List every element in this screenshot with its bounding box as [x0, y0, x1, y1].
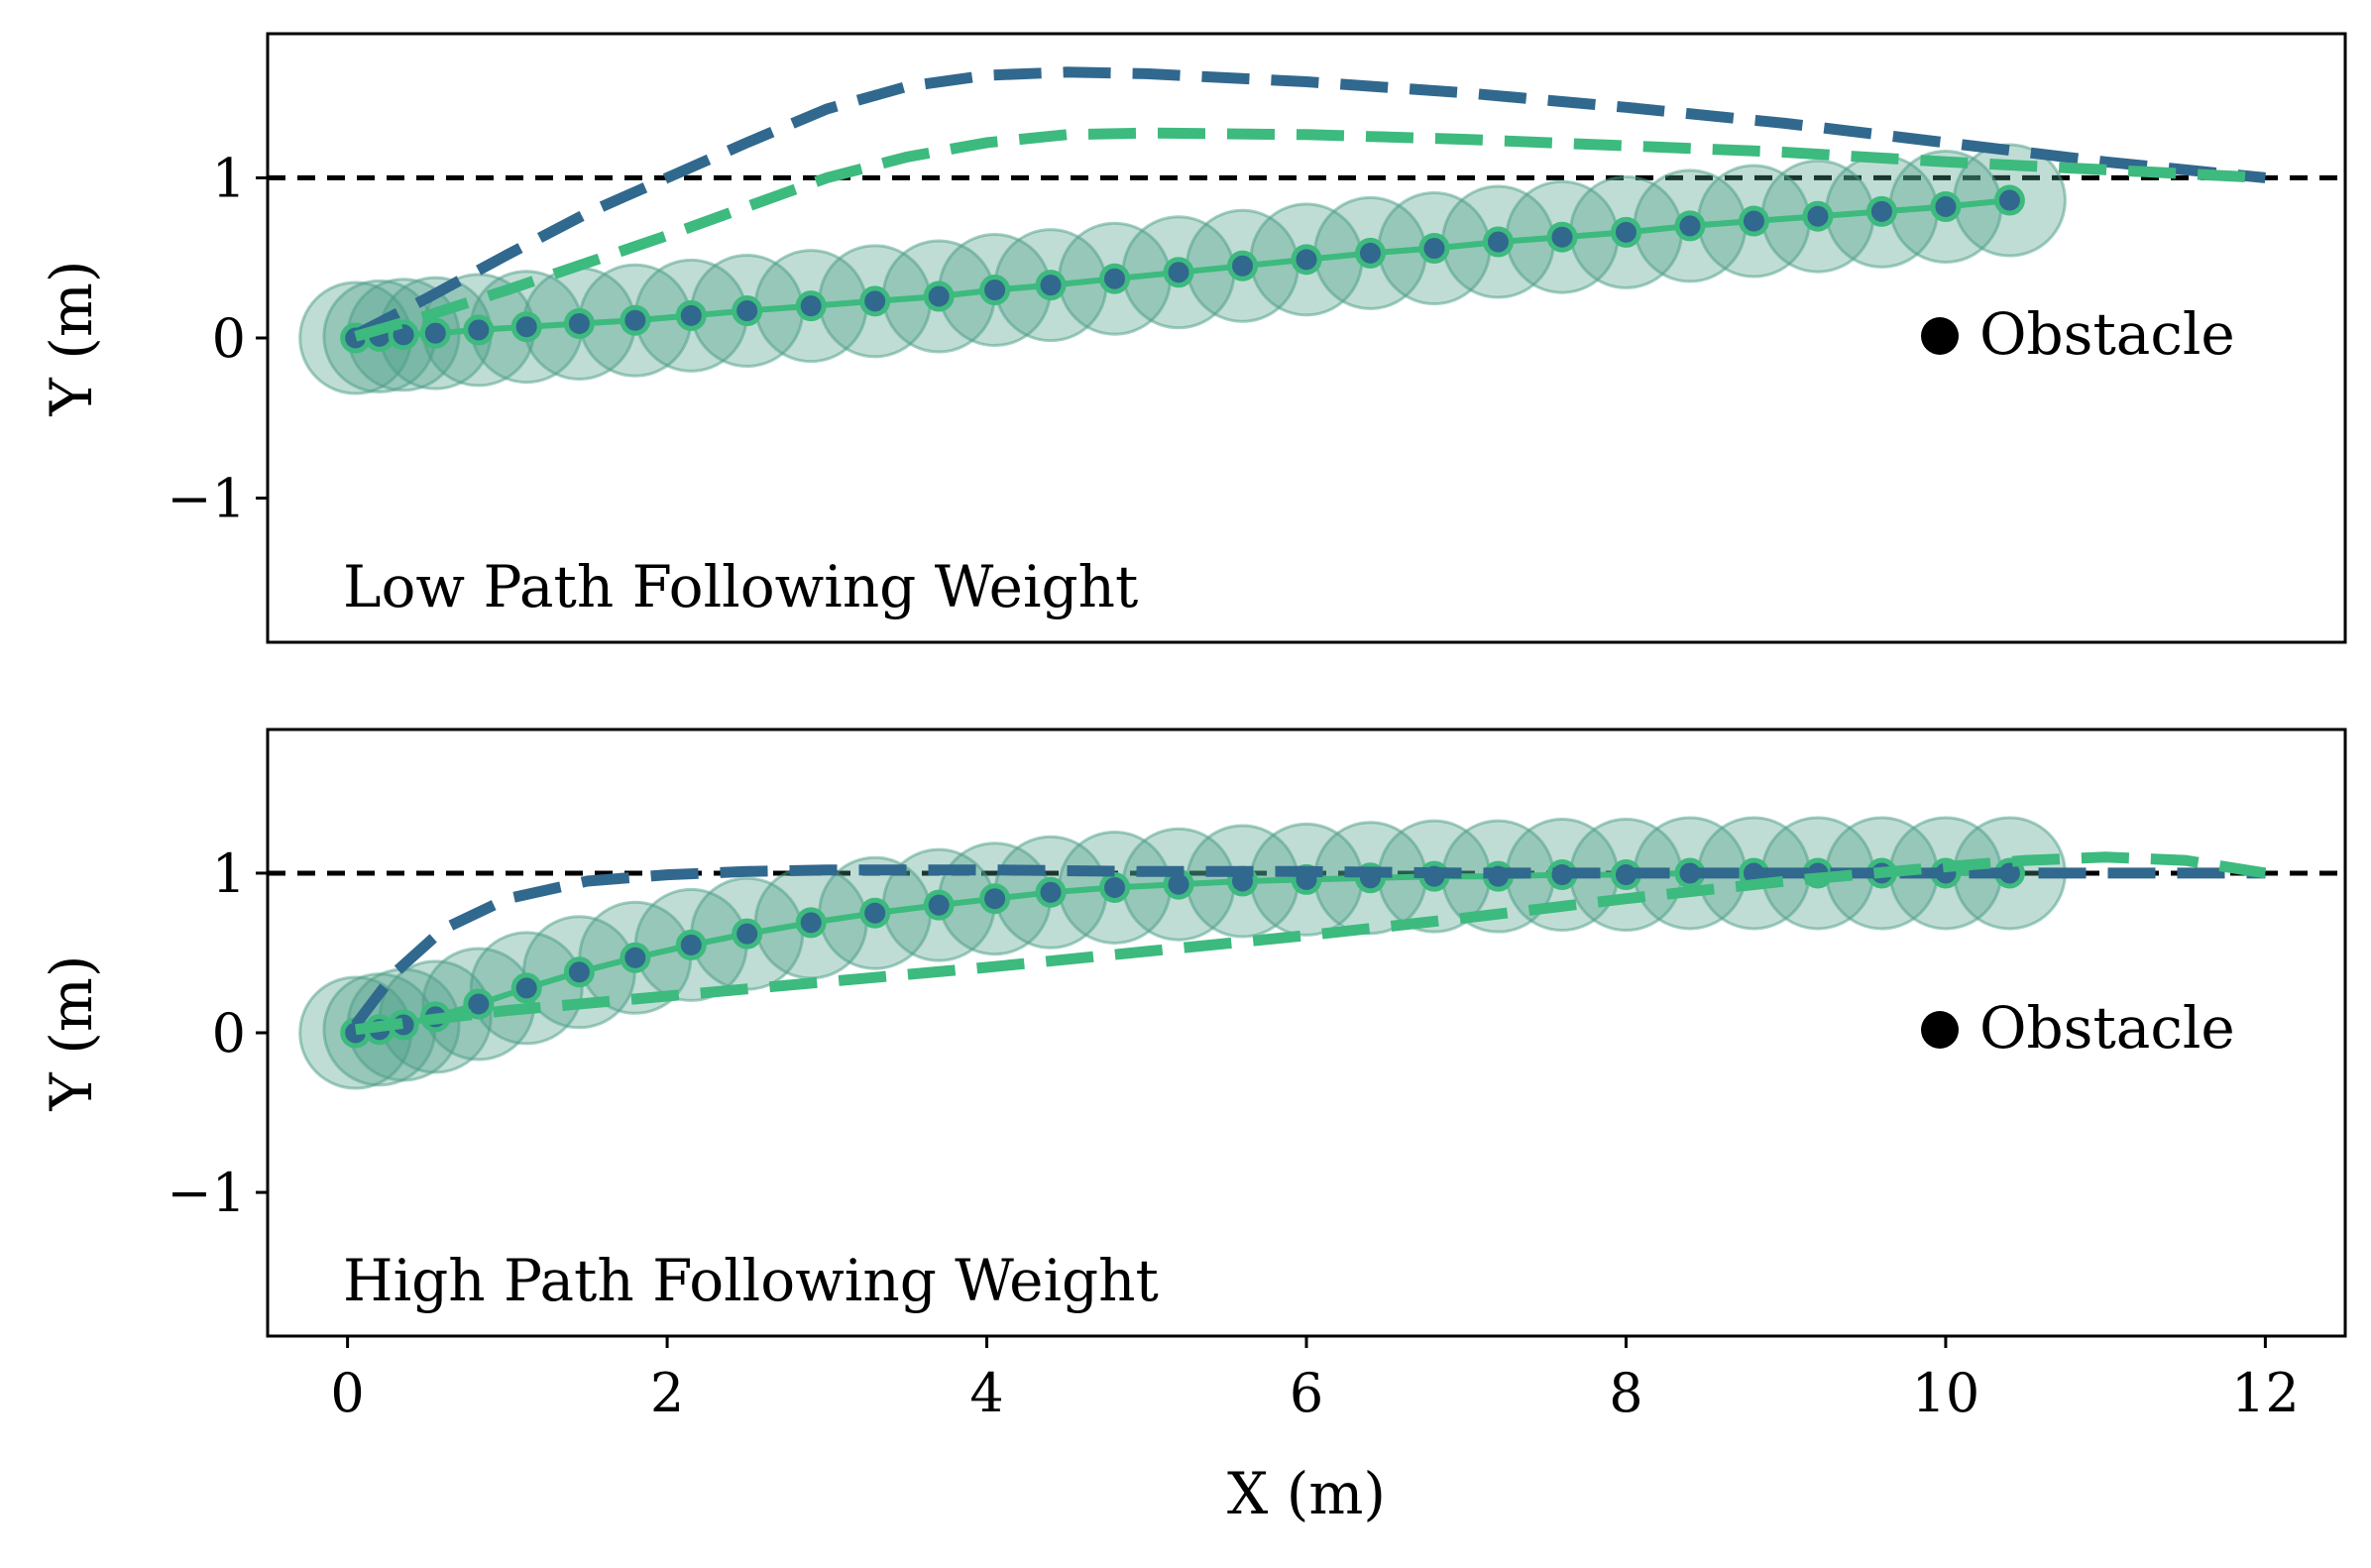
- panel-bottom-robot-point-10: [795, 907, 827, 939]
- panel-bottom-legend: Obstacle: [1921, 994, 2235, 1062]
- panel-top-legend-label: Obstacle: [1979, 300, 2235, 368]
- panel-top-y-ticks: −1 0 1: [167, 147, 268, 530]
- panel-bottom-xtick-label-4: 8: [1609, 1362, 1642, 1424]
- panel-top-robot-point-9: [732, 295, 763, 327]
- panel-top-robot-point-20: [1418, 233, 1450, 265]
- panel-bottom-panel-label: High Path Following Weight: [343, 1247, 1159, 1314]
- panel-top-robot-point-23: [1610, 216, 1641, 248]
- panel-bottom-robot-point-8: [675, 929, 707, 960]
- panel-top-robot-point-15: [1099, 263, 1131, 294]
- panel-bottom-robot-point-11: [859, 897, 891, 929]
- panel-bottom-xlabel: X (m): [1227, 1460, 1386, 1527]
- panel-top-robot-point-24: [1674, 210, 1706, 242]
- panel-top-robot-point-3: [419, 317, 451, 349]
- panel-top-robot-point-19: [1354, 237, 1386, 269]
- panel-bottom-robot-point-14: [1035, 876, 1067, 908]
- panel-top-robot-point-17: [1227, 250, 1259, 281]
- panel-top-robot-point-8: [675, 299, 707, 331]
- panel-top-robot-point-16: [1163, 257, 1194, 288]
- panel-top-robot-point-13: [979, 275, 1011, 306]
- panel-top-robot-point-26: [1802, 200, 1834, 232]
- panel-bottom-ylabel: Y (m): [38, 955, 105, 1112]
- panel-bottom-xtick-label-1: 2: [650, 1362, 684, 1424]
- panel-bottom-robot-circles: [298, 816, 2067, 1090]
- panel-bottom-robot-point-7: [620, 942, 651, 973]
- panel-top-robot-point-4: [463, 314, 495, 346]
- panel-top-legend: Obstacle: [1921, 300, 2235, 368]
- panel-bottom-robot-point-13: [979, 883, 1011, 915]
- panel-top-robot-point-22: [1546, 221, 1578, 253]
- panel-top-robot-point-25: [1738, 205, 1769, 237]
- panel-bottom: −1 0 1 0 2 4 6 8 10 12 Y (m) X (m) High Path Fol…: [38, 728, 2347, 1527]
- panel-top-plot-area: [268, 66, 2345, 395]
- panel-bottom-y-ticks: −1 0 1: [167, 842, 268, 1224]
- panel-top-robot-markers: [340, 184, 2025, 354]
- panel-top-panel-label: Low Path Following Weight: [343, 553, 1138, 620]
- panel-bottom-xtick-label-6: 12: [2231, 1362, 2300, 1424]
- panel-top-series-blue-dashed: [353, 66, 2266, 340]
- panel-top-robot-point-11: [859, 285, 891, 317]
- panel-top-robot-point-29: [1993, 184, 2025, 216]
- panel-bottom-xtick-label-3: 6: [1290, 1362, 1323, 1424]
- panel-bottom-x-ticks: 0 2 4 6 8 10 12: [330, 1336, 2300, 1424]
- panel-top: −1 0 1 Y (m) Low Path Following Weight Obs…: [38, 32, 2347, 644]
- panel-top-ytick-label-1: 0: [212, 307, 246, 370]
- panel-bottom-xtick-label-5: 10: [1912, 1362, 1980, 1424]
- panel-bottom-xtick-label-2: 4: [969, 1362, 1003, 1424]
- panel-top-ytick-label-0: −1: [167, 468, 246, 530]
- panel-bottom-legend-label: Obstacle: [1979, 994, 2235, 1062]
- panel-top-robot-point-10: [795, 290, 827, 322]
- panel-bottom-ytick-label-1: 0: [212, 1002, 246, 1064]
- panel-top-ylabel: Y (m): [38, 261, 105, 417]
- panel-bottom-robot-point-5: [510, 972, 542, 1004]
- panel-top-robot-point-7: [620, 304, 651, 336]
- panel-top-robot-point-18: [1291, 244, 1322, 276]
- panel-top-robot-point-5: [510, 311, 542, 343]
- panel-top-robot-point-21: [1482, 226, 1514, 258]
- panel-bottom-ytick-label-0: −1: [167, 1162, 246, 1224]
- panel-top-series-green-dashed: [354, 127, 2266, 342]
- panel-bottom-robot-point-4: [463, 988, 495, 1020]
- obstacle-marker-icon: [1921, 1011, 1959, 1049]
- panel-bottom-robot-point-6: [563, 956, 595, 988]
- panel-top-robot-point-27: [1865, 195, 1897, 227]
- panel-bottom-series-green-dashed: [354, 851, 2267, 1036]
- panel-bottom-robot-point-12: [923, 889, 955, 921]
- panel-top-robot-point-28: [1930, 191, 1962, 223]
- panel-bottom-xtick-label-0: 0: [330, 1362, 364, 1424]
- panel-top-ytick-label-2: 1: [212, 147, 246, 209]
- panel-bottom-robot-point-9: [732, 918, 763, 950]
- panel-top-robot-point-6: [563, 307, 595, 339]
- panel-bottom-ytick-label-2: 1: [212, 842, 246, 905]
- panel-top-robot-point-12: [923, 280, 955, 312]
- obstacle-marker-icon: [1921, 317, 1959, 355]
- panel-bottom-plot-area: [268, 816, 2345, 1090]
- panel-bottom-robot-point-15: [1099, 871, 1131, 903]
- panel-top-robot-point-14: [1035, 270, 1067, 301]
